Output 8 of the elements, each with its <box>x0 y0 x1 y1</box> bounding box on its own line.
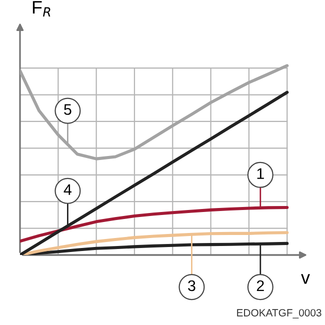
text: EDOKATGF_0003 <box>237 309 322 318</box>
y-axis-title: F$_{R}$ <box>32 1 50 17</box>
text: 3 <box>188 280 196 292</box>
x-axis-title: v <box>301 274 310 284</box>
series-label: 5 <box>64 104 72 115</box>
series-label: 4 <box>64 184 72 195</box>
series-label: 1 <box>257 168 264 179</box>
text: 2 <box>256 280 264 291</box>
